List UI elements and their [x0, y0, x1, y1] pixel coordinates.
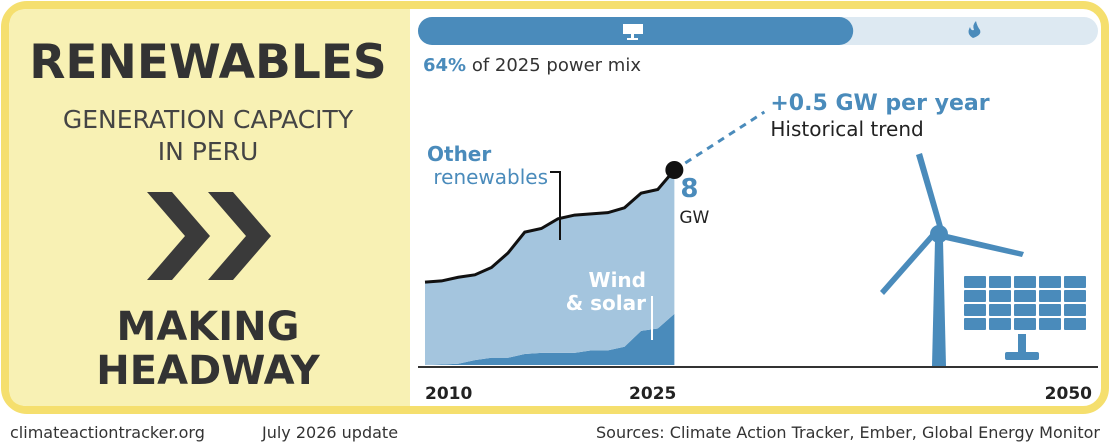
x-tick-label: 2050 [1045, 384, 1092, 404]
rating: HEADWAY [96, 348, 320, 394]
solar-cell [1014, 304, 1036, 316]
solar-icon [623, 24, 643, 40]
solar-cell [1039, 304, 1061, 316]
trend-label: Historical trend [770, 117, 923, 141]
chevrons [147, 192, 271, 280]
area [425, 170, 675, 365]
trend-rate: +0.5 GW per year [770, 91, 989, 116]
x-tick-label: 2025 [629, 384, 676, 404]
solar-cell [1014, 318, 1036, 330]
rating: MAKING [117, 304, 300, 350]
solar-cell [964, 290, 986, 302]
legend-label: Wind & solar [559, 268, 646, 315]
mix-text: 64% of 2025 power mix [423, 55, 641, 76]
mix-share: 64% [423, 55, 466, 76]
total-line [424, 169, 676, 284]
solar-cell [989, 276, 1011, 288]
solar-cell [1039, 318, 1061, 330]
x-tick-label: 2010 [425, 384, 472, 404]
footer-site: climateactiontracker.org [10, 423, 205, 442]
solar-cell [989, 318, 1011, 330]
solar-cell [1064, 304, 1086, 316]
solar-cell [964, 276, 986, 288]
title: RENEWABLES [29, 35, 387, 90]
solar-cell [1014, 290, 1036, 302]
solar-cell [964, 304, 986, 316]
solar-cell [989, 290, 1011, 302]
solar-panel [964, 276, 1086, 360]
leader [550, 171, 561, 240]
subtitle: GENERATION CAPACITY [63, 105, 354, 134]
solar-cell [1064, 276, 1086, 288]
legend-label: Other renewables [427, 142, 548, 189]
footer-sources: Sources: Climate Action Tracker, Ember, … [596, 423, 1100, 442]
footer-update: July 2026 update [261, 423, 398, 442]
solar-cell [1014, 276, 1036, 288]
fossil-icon [968, 21, 981, 38]
solar-cell [1064, 290, 1086, 302]
end-value: 8 [680, 174, 698, 204]
mix-caption: of 2025 power mix [472, 55, 641, 76]
solar-cell [1064, 318, 1086, 330]
trend-line [673, 110, 766, 172]
solar-cell [1039, 290, 1061, 302]
solar-cell [989, 304, 1011, 316]
wind-turbine [880, 153, 1024, 366]
subtitle: IN PERU [158, 137, 259, 166]
left-panel [9, 9, 410, 406]
solar-cell [1039, 276, 1061, 288]
end-point [665, 161, 684, 179]
area [425, 313, 675, 365]
solar-cell [964, 318, 986, 330]
end-unit: GW [679, 208, 709, 228]
